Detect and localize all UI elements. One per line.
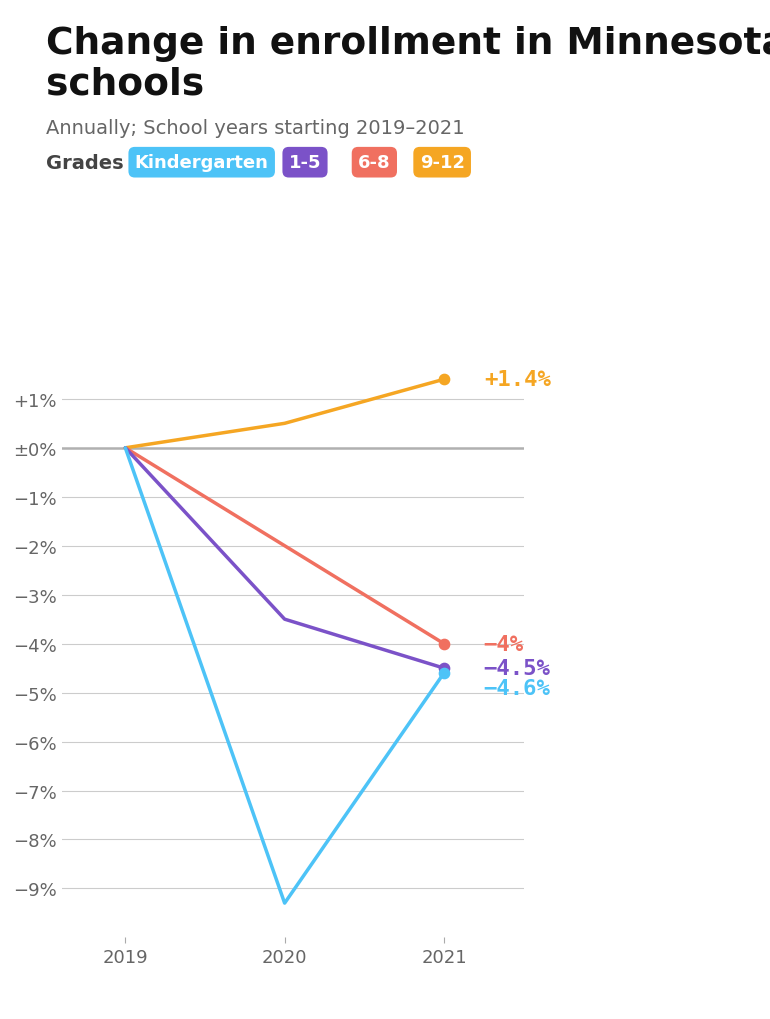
Text: 1-5: 1-5 <box>289 154 321 172</box>
Text: Kindergarten: Kindergarten <box>135 154 269 172</box>
Text: Change in enrollment in Minnesota public: Change in enrollment in Minnesota public <box>46 25 770 61</box>
Point <box>438 636 450 652</box>
Point <box>438 665 450 682</box>
Text: schools: schools <box>46 66 204 102</box>
Text: Annually; School years starting 2019–2021: Annually; School years starting 2019–202… <box>46 119 465 139</box>
Text: −4%: −4% <box>484 634 524 654</box>
Point <box>438 660 450 677</box>
Text: −4.6%: −4.6% <box>484 678 551 698</box>
Text: 9-12: 9-12 <box>420 154 464 172</box>
Text: −4.5%: −4.5% <box>484 658 551 679</box>
Text: Grades: Grades <box>46 154 124 172</box>
Point <box>438 372 450 388</box>
Text: +1.4%: +1.4% <box>484 370 551 390</box>
Text: 6-8: 6-8 <box>358 154 390 172</box>
